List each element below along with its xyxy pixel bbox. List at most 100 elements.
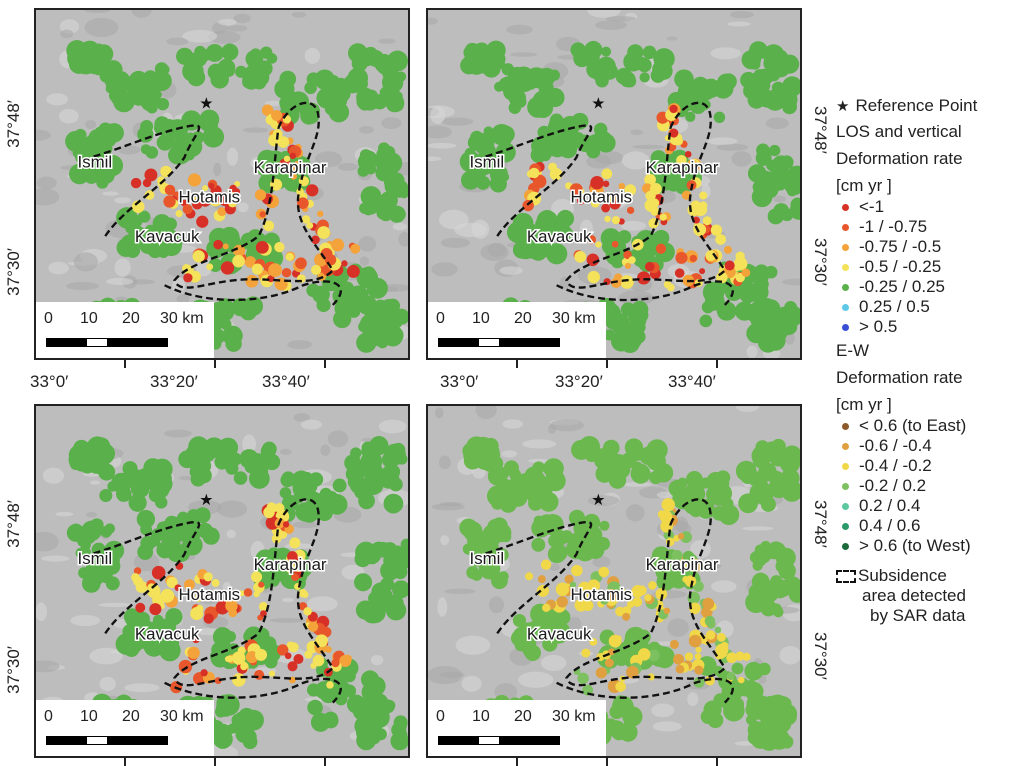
legend-ew-class-label: -0.6 / -0.4: [859, 436, 932, 455]
legend-los-class-swatch-icon: [842, 304, 849, 312]
scale-label: 0: [436, 310, 445, 327]
scale-label: 10: [472, 708, 490, 725]
legend-los-units: [cm yr ]: [836, 176, 892, 195]
legend-subsidence-row: Subsidence area detected by SAR data: [836, 566, 1024, 626]
scale-label: 30 km: [552, 310, 596, 327]
scale-bar-box: 0 10 20 30 km: [428, 700, 606, 756]
place-label-karapinar: Karapinar: [254, 555, 327, 574]
reference-star-icon: ★: [199, 492, 213, 509]
legend-ew-class-swatch-icon: [842, 443, 849, 451]
lat-label-30-left-bottom: 37°30′: [4, 646, 23, 694]
map-top-left: ★ Ismil Karapinar Hotamis Kavacuk 0 10 20 30 km: [34, 8, 410, 360]
deformation-points: [130, 104, 361, 292]
frame-tick: [516, 758, 518, 766]
reference-star-icon: ★: [591, 95, 605, 112]
legend: ★ Reference Point LOS and vertical Deform…: [836, 96, 1024, 626]
place-label-ismil: Ismil: [470, 152, 505, 171]
legend-los-class-row: -1 / -0.75: [836, 217, 1024, 237]
legend-ew-title1: E-W: [836, 341, 870, 360]
frame-tick: [124, 758, 126, 766]
lon-label-40-right: 33°40′: [668, 372, 716, 391]
legend-ew-class-row: < 0.6 (to East): [836, 416, 1024, 436]
place-label-kavacuk: Kavacuk: [135, 624, 200, 643]
subsidence-boundary: [482, 520, 593, 635]
legend-ew-units: [cm yr ]: [836, 395, 892, 414]
legend-los-class-label: -0.25 / 0.25: [859, 277, 946, 296]
legend-reference-row: ★ Reference Point: [836, 96, 1024, 120]
legend-reference-label: Reference Point: [855, 96, 978, 115]
legend-ew-class-row: 0.4 / 0.6: [836, 516, 1024, 536]
scale-label: 0: [44, 708, 53, 725]
legend-subsidence-line2: area detected: [862, 586, 966, 605]
legend-los-class-swatch-icon: [842, 324, 849, 332]
legend-los-class-row: -0.25 / 0.25: [836, 277, 1024, 297]
scale-bar-box: 0 10 20 30 km: [428, 302, 606, 358]
legend-los-title1: LOS and vertical: [836, 122, 962, 141]
legend-subsidence-line3: by SAR data: [870, 606, 966, 625]
legend-subsidence-line1: Subsidence: [858, 566, 947, 585]
lat-label-30-right-bottom: 37°30′: [811, 632, 830, 680]
legend-ew-class-label: -0.4 / -0.2: [859, 456, 932, 475]
frame-tick: [716, 360, 718, 368]
deformation-points: [131, 502, 352, 694]
legend-ew-class-swatch-icon: [842, 483, 849, 491]
legend-los-class-swatch-icon: [842, 224, 849, 232]
legend-los-title2: Deformation rate: [836, 149, 963, 168]
legend-ew-class-swatch-icon: [842, 423, 849, 431]
place-label-ismil: Ismil: [78, 549, 113, 568]
legend-los-class-swatch-icon: [842, 244, 849, 252]
place-label-kavacuk: Kavacuk: [527, 624, 592, 643]
scale-label: 20: [122, 310, 140, 327]
legend-ew-title2: Deformation rate: [836, 368, 963, 387]
legend-ew-class-row: -0.6 / -0.4: [836, 436, 1024, 456]
place-label-karapinar: Karapinar: [646, 158, 719, 177]
subsidence-boundary: [556, 677, 734, 704]
place-label-hotamis: Hotamis: [570, 585, 632, 604]
scale-label: 20: [514, 310, 532, 327]
lon-label-20-left: 33°20′: [150, 372, 198, 391]
legend-los-class-swatch-icon: [842, 284, 849, 292]
scale-label: 30 km: [160, 310, 204, 327]
place-label-ismil: Ismil: [470, 549, 505, 568]
subsidence-boundary: [164, 280, 342, 306]
legend-ew-class-row: > 0.6 (to West): [836, 536, 1024, 556]
legend-ew-class-row: 0.2 / 0.4: [836, 496, 1024, 516]
legend-los-class-row: -0.75 / -0.5: [836, 237, 1024, 257]
legend-los-class-label: -1 / -0.75: [859, 217, 928, 236]
frame-tick: [606, 360, 608, 368]
legend-ew-class-swatch-icon: [842, 543, 849, 551]
subsidence-boundary: [90, 520, 201, 635]
legend-ew-class-row: -0.4 / -0.2: [836, 456, 1024, 476]
lat-label-48-left-top: 37°48′: [4, 100, 23, 148]
scale-label: 10: [80, 310, 98, 327]
frame-tick: [516, 360, 518, 368]
subsidence-boundary: [164, 677, 342, 704]
map-bottom-left: ★ Ismil Karapinar Hotamis Kavacuk 0 10 20 30 km: [34, 404, 410, 758]
subsidence-boundary: [90, 124, 201, 237]
place-label-hotamis: Hotamis: [178, 585, 240, 604]
legend-ew-class-label: -0.2 / 0.2: [859, 476, 927, 495]
scale-label: 10: [80, 708, 98, 725]
legend-los-class-row: -0.5 / -0.25: [836, 257, 1024, 277]
lat-label-48-right-bottom: 37°48′: [811, 500, 830, 548]
place-label-ismil: Ismil: [78, 152, 113, 171]
legend-los-class-row: <-1: [836, 197, 1024, 217]
frame-tick: [124, 360, 126, 368]
scale-bar-box: 0 10 20 30 km: [36, 302, 214, 358]
deformation-points: [522, 103, 751, 292]
dashed-box-icon: [836, 570, 856, 584]
scale-label: 30 km: [160, 708, 204, 725]
lon-label-20-right: 33°20′: [555, 372, 603, 391]
map-top-right: ★ Ismil Karapinar Hotamis Kavacuk 0 10 20 30 km: [426, 8, 802, 360]
legend-ew-class-label: 0.2 / 0.4: [859, 496, 921, 515]
scale-label: 20: [122, 708, 140, 725]
legend-los-class-label: <-1: [859, 197, 885, 216]
legend-los-class-swatch-icon: [842, 264, 849, 272]
legend-ew-class-swatch-icon: [842, 523, 849, 531]
subsidence-boundary: [556, 280, 734, 306]
scale-bar: [438, 736, 560, 745]
lat-label-30-left-top: 37°30′: [4, 248, 23, 296]
frame-tick: [716, 758, 718, 766]
scale-bar: [46, 338, 168, 347]
deformation-points: [525, 498, 751, 696]
